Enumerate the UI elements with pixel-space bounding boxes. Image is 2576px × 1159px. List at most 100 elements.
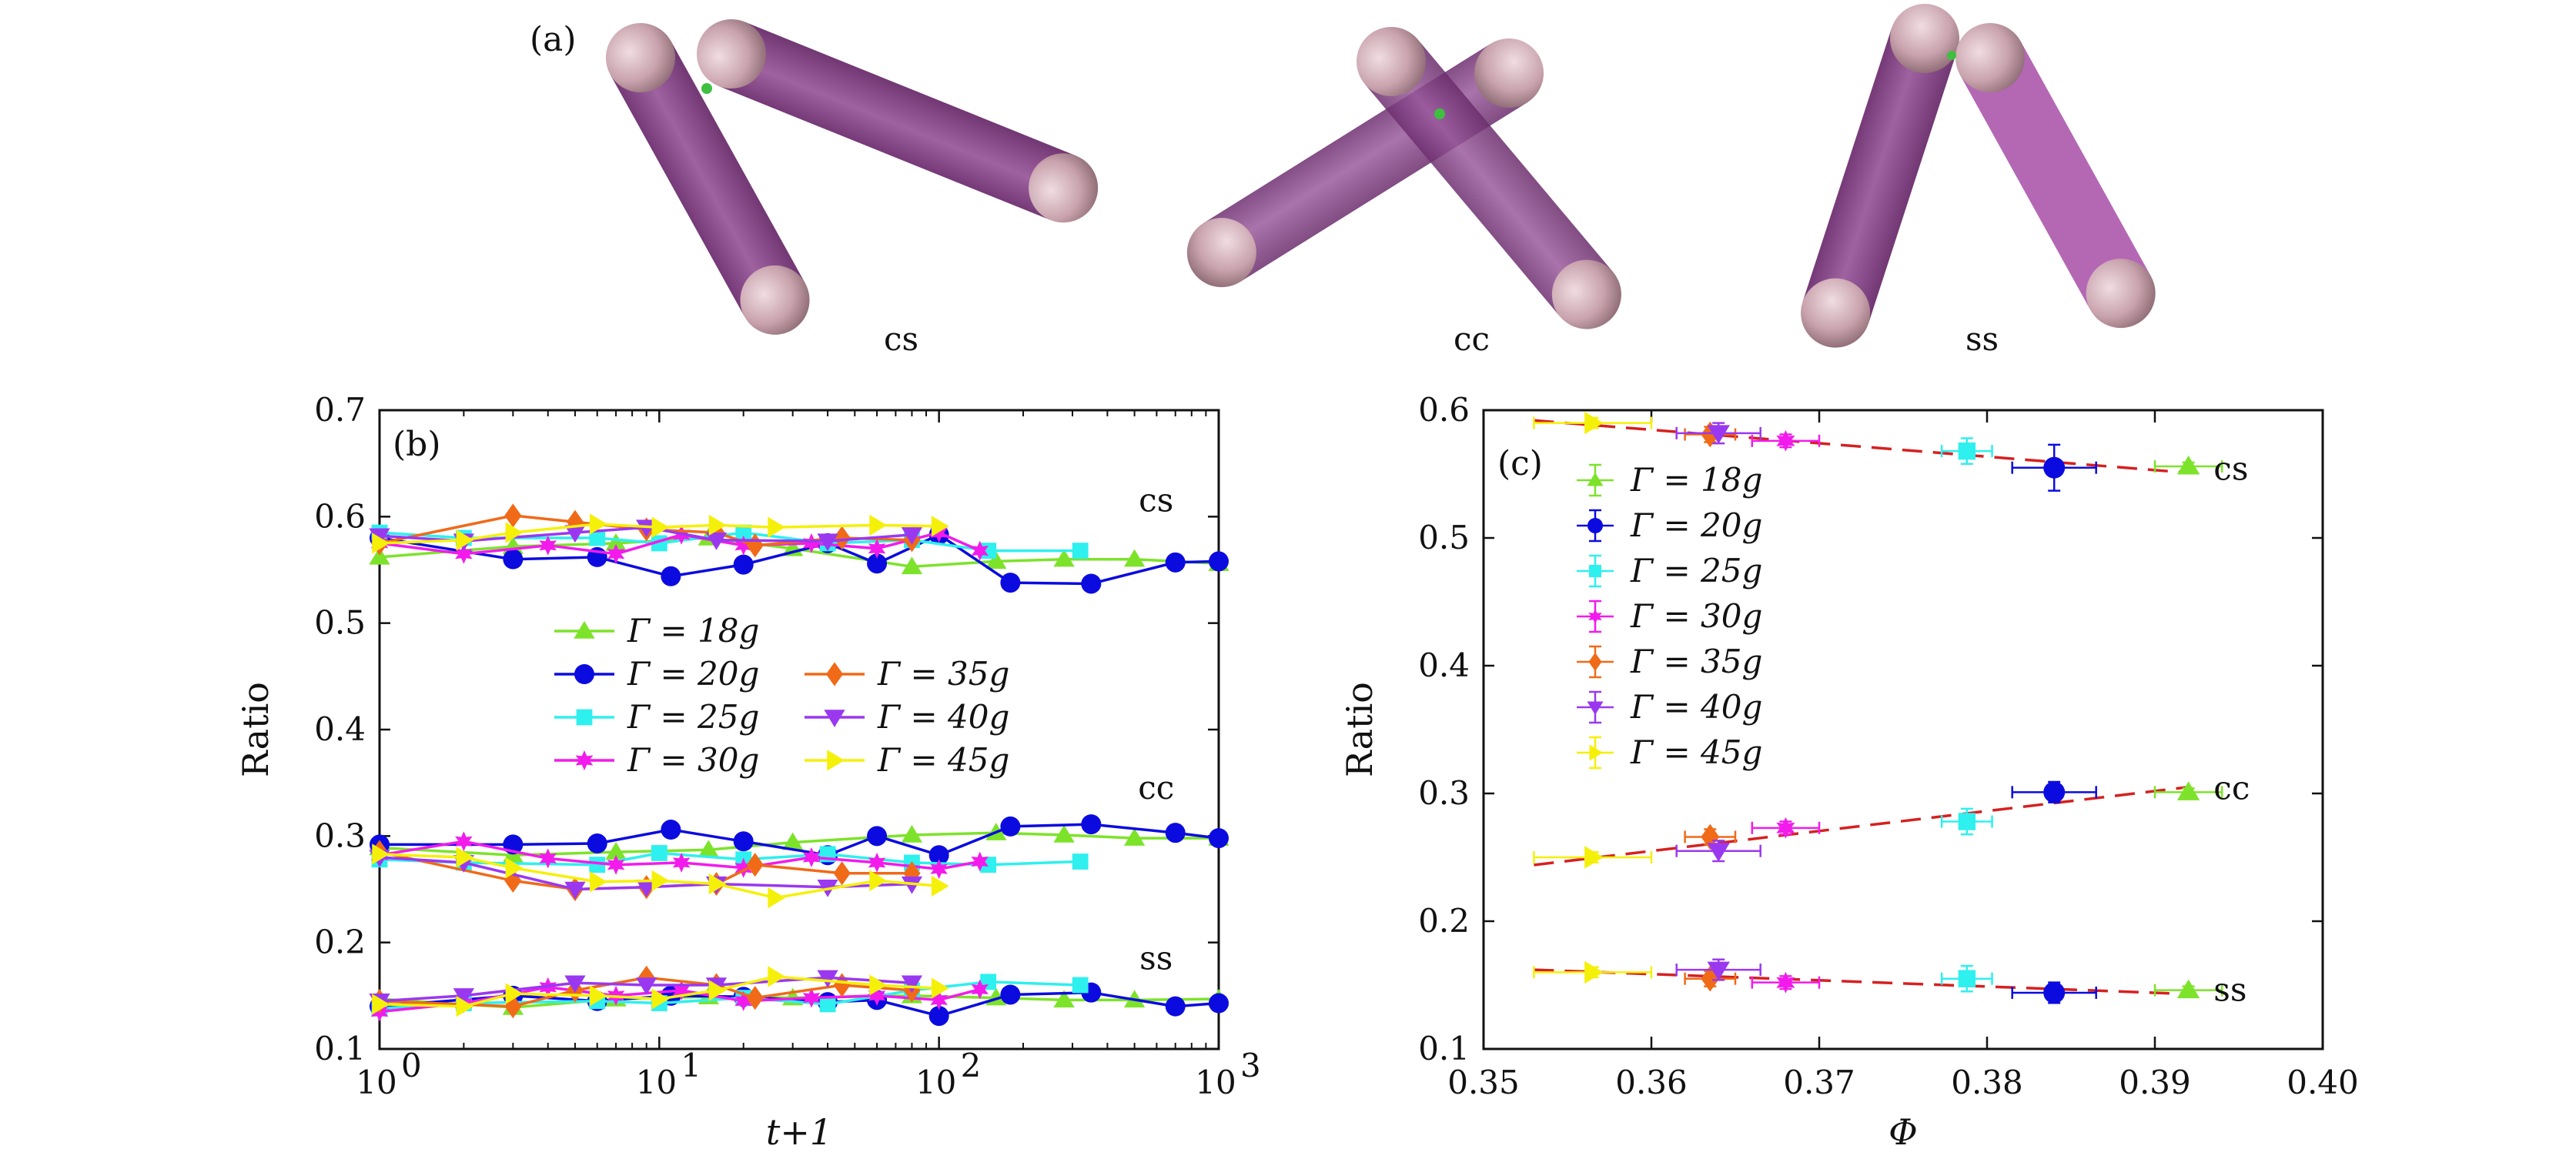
data-point-ss (372, 994, 390, 1015)
data-point-cs (566, 509, 584, 534)
series-line-cs (379, 536, 1219, 569)
data-point-cs (1707, 425, 1730, 444)
x-tick-label: 0.35 (1447, 1064, 1520, 1101)
contact-point (701, 83, 712, 94)
legend-label: Γ = 35g (1630, 643, 1762, 680)
data-point-ss (768, 966, 786, 987)
group-label: cs (2213, 449, 2248, 487)
data-point-cc (868, 852, 886, 873)
data-point-ss (928, 1006, 949, 1027)
data-point-ss (817, 970, 838, 988)
data-point-ss (746, 986, 764, 1010)
data-point-cc (1584, 846, 1604, 869)
data-point-cc (455, 831, 473, 852)
legend-marker (1587, 701, 1604, 715)
x-tick-label: 0.36 (1615, 1064, 1688, 1101)
legend-label: Γ = 30g (627, 741, 759, 779)
data-point-cs (455, 543, 473, 564)
y-tick-label: 0.3 (314, 817, 366, 854)
fit-line-cs (1534, 419, 2189, 475)
rod-pair-ss: ss (1801, 4, 2156, 358)
data-point-cc (930, 859, 948, 880)
data-point-cs (869, 514, 888, 536)
rod-cs-1 (606, 23, 810, 335)
data-point-ss (1072, 977, 1089, 994)
panel-a: (a) cs (530, 4, 2156, 358)
x-tick-exponent: 3 (1240, 1047, 1261, 1084)
panel-b-series (369, 503, 1229, 1027)
contact-point (1434, 109, 1445, 119)
data-point-cc (636, 879, 657, 897)
series-line-cc (379, 840, 981, 870)
panel-b-legend: Γ = 18g Γ = 20g Γ = 25g Γ = 30g Γ = 35g Γ = 4… (554, 612, 1009, 779)
data-point-ss (456, 996, 474, 1017)
data-point-cs (661, 566, 681, 586)
data-point-cs (1081, 573, 1102, 594)
legend-label: Γ = 18g (627, 612, 759, 650)
legend-label: Γ = 20g (627, 655, 759, 693)
legend-label: Γ = 20g (1630, 506, 1762, 544)
fit-line-cc (1534, 785, 2189, 867)
x-tick-label: 0.39 (2119, 1064, 2191, 1101)
data-point-cs (2176, 456, 2200, 475)
legend-label: Γ = 25g (627, 698, 759, 736)
legend-label: Γ = 45g (877, 741, 1009, 779)
x-tick-label: 0.37 (1783, 1064, 1855, 1101)
data-point-ss (1776, 971, 1795, 994)
data-point-cc (931, 875, 949, 897)
x-tick-label: 10 (915, 1064, 956, 1101)
x-tick-label: 10 (356, 1064, 396, 1101)
y-tick-label: 0.4 (1418, 646, 1470, 684)
x-tick-label: 10 (1195, 1064, 1236, 1101)
data-point-cs (605, 533, 627, 551)
panel-b-ticks: 0.10.20.30.40.50.60.710 0 10 1 10 2 10 3 (314, 391, 1261, 1101)
group-label: cs (1139, 482, 1173, 519)
data-point-ss (1165, 996, 1186, 1017)
group-label: cc (1138, 769, 1174, 807)
data-point-ss (2176, 979, 2200, 999)
y-tick-label: 0.5 (1418, 519, 1470, 556)
contact-point (1947, 51, 1956, 60)
data-point-cc (504, 868, 522, 893)
legend-label: Γ = 40g (877, 698, 1009, 736)
data-point-cc (372, 843, 390, 865)
data-point-cc (733, 831, 754, 852)
data-point-cc (1000, 816, 1021, 837)
data-point-cs (589, 513, 607, 535)
data-point-cs (589, 529, 606, 546)
legend-marker (824, 710, 845, 727)
data-point-cc (1072, 853, 1089, 870)
data-point-ss (802, 987, 821, 1008)
data-point-ss (672, 980, 691, 1000)
data-point-cs (504, 503, 522, 528)
data-point-cc (802, 847, 821, 867)
legend-marker (574, 621, 595, 639)
legend-marker (1588, 653, 1602, 671)
panel-c-legend: Γ = 18g Γ = 20g Γ = 25g Γ = 30g Γ = 35g Γ = 4… (1577, 461, 1762, 771)
legend-label: Γ = 18g (1630, 461, 1762, 499)
config-label-ss: ss (1965, 320, 1999, 358)
data-point-cs (1776, 429, 1795, 452)
rod-pair-cc: cc (1186, 27, 1621, 358)
data-point-cc (698, 840, 719, 858)
data-point-cc (2176, 781, 2200, 800)
data-point-cs (1165, 552, 1186, 573)
legend-label: Γ = 45g (1630, 733, 1762, 771)
data-point-cs (1072, 543, 1089, 559)
data-point-cc (734, 857, 752, 878)
x-tick-exponent: 0 (401, 1047, 422, 1084)
data-point-ss (1958, 970, 1976, 987)
config-label-cs: cs (884, 320, 918, 358)
series-line-cc (380, 823, 1219, 857)
data-point-cc (1707, 843, 1730, 862)
x-tick-label: 0.40 (2287, 1064, 2359, 1101)
data-point-cs (1209, 551, 1229, 572)
data-point-ss (2043, 981, 2066, 1004)
data-point-cs (735, 524, 752, 541)
data-point-cs (505, 522, 524, 543)
fit-line-ss (1534, 968, 2189, 996)
legend-marker (1588, 609, 1602, 624)
x-tick-exponent: 1 (681, 1047, 701, 1084)
data-point-cc (589, 871, 607, 893)
